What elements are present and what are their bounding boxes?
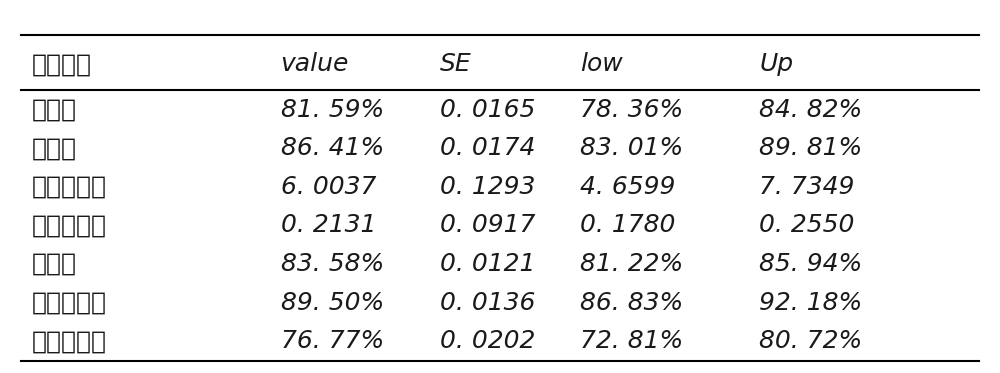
Text: 4. 6599: 4. 6599	[580, 175, 675, 199]
Text: 0. 0121: 0. 0121	[440, 252, 536, 276]
Text: 6. 0037: 6. 0037	[281, 175, 376, 199]
Text: 0. 0917: 0. 0917	[440, 213, 536, 237]
Text: 7. 7349: 7. 7349	[759, 175, 855, 199]
Text: 0. 1293: 0. 1293	[440, 175, 536, 199]
Text: 80. 72%: 80. 72%	[759, 329, 863, 353]
Text: 83. 01%: 83. 01%	[580, 136, 683, 160]
Text: 89. 81%: 89. 81%	[759, 136, 863, 160]
Text: SE: SE	[440, 52, 472, 76]
Text: 89. 50%: 89. 50%	[281, 291, 384, 314]
Text: 0. 0174: 0. 0174	[440, 136, 536, 160]
Text: Up: Up	[759, 52, 793, 76]
Text: 84. 82%: 84. 82%	[759, 98, 863, 122]
Text: 0. 2550: 0. 2550	[759, 213, 855, 237]
Text: 指标名称: 指标名称	[31, 52, 91, 76]
Text: 阳性似然比: 阳性似然比	[31, 175, 106, 199]
Text: 78. 36%: 78. 36%	[580, 98, 683, 122]
Text: 81. 22%: 81. 22%	[580, 252, 683, 276]
Text: 特异度: 特异度	[31, 136, 76, 160]
Text: 敏感度: 敏感度	[31, 98, 76, 122]
Text: 0. 0136: 0. 0136	[440, 291, 536, 314]
Text: 81. 59%: 81. 59%	[281, 98, 384, 122]
Text: 准确度: 准确度	[31, 252, 76, 276]
Text: 86. 41%: 86. 41%	[281, 136, 384, 160]
Text: 86. 83%: 86. 83%	[580, 291, 683, 314]
Text: 阴性预测值: 阴性预测值	[31, 329, 106, 353]
Text: 85. 94%: 85. 94%	[759, 252, 863, 276]
Text: 0. 1780: 0. 1780	[580, 213, 675, 237]
Text: 76. 77%: 76. 77%	[281, 329, 384, 353]
Text: 92. 18%: 92. 18%	[759, 291, 863, 314]
Text: low: low	[580, 52, 623, 76]
Text: 83. 58%: 83. 58%	[281, 252, 384, 276]
Text: 阳性预测值: 阳性预测值	[31, 291, 106, 314]
Text: 0. 2131: 0. 2131	[281, 213, 376, 237]
Text: 72. 81%: 72. 81%	[580, 329, 683, 353]
Text: 阴性似然比: 阴性似然比	[31, 213, 106, 237]
Text: 0. 0202: 0. 0202	[440, 329, 536, 353]
Text: value: value	[281, 52, 349, 76]
Text: 0. 0165: 0. 0165	[440, 98, 536, 122]
